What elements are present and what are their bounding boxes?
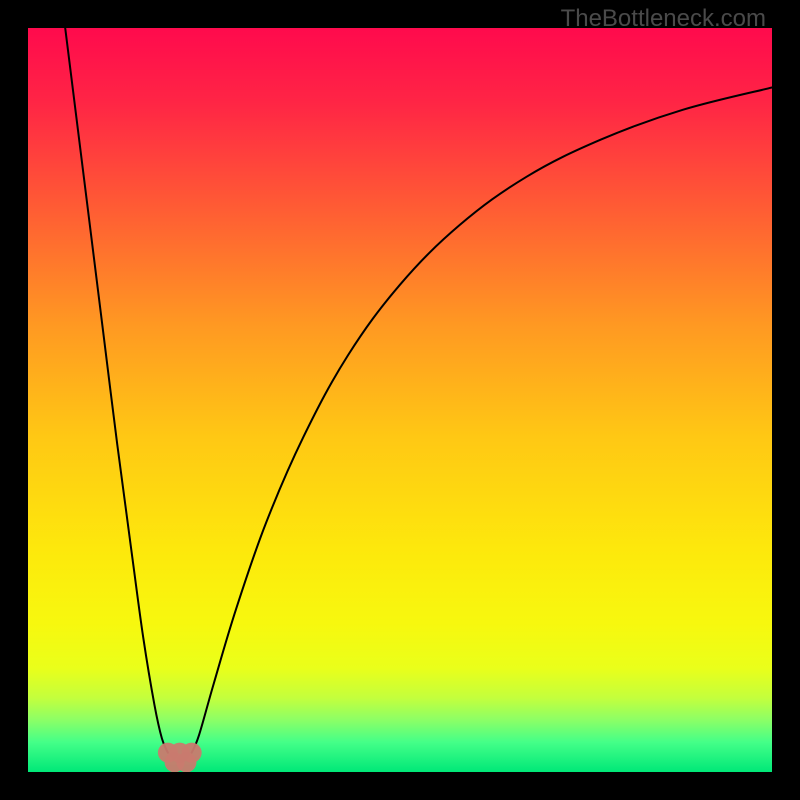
watermark-text: TheBottleneck.com (561, 5, 766, 33)
chart-frame: TheBottleneck.com (0, 0, 800, 800)
marker-point (182, 743, 202, 763)
curve-right-branch (192, 88, 772, 753)
curve-left-branch (65, 28, 168, 753)
plot-area (28, 28, 772, 772)
marker-group (158, 743, 202, 772)
curves-layer (28, 28, 772, 772)
